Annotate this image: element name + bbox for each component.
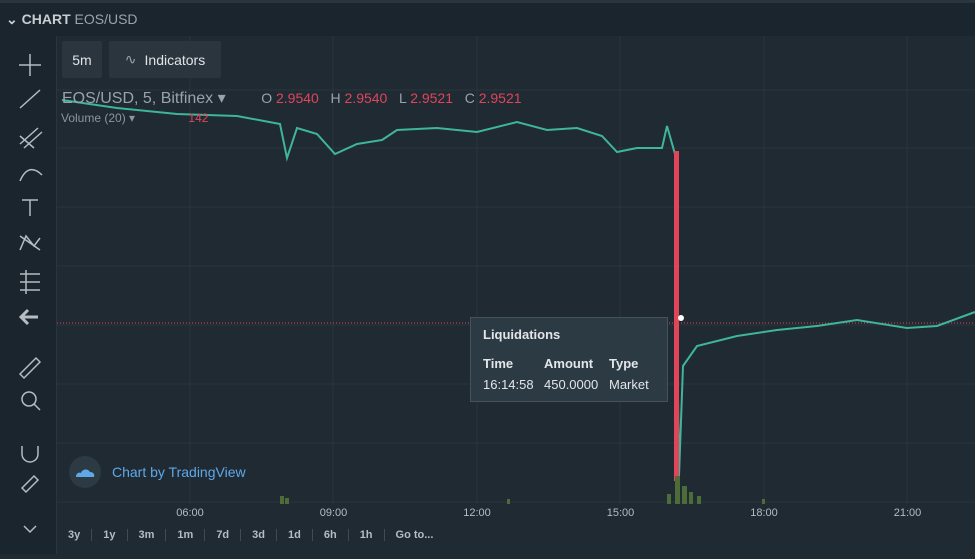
range-button[interactable]: 1d [277,529,313,541]
label: H [330,90,341,106]
header-title[interactable]: ⌄ CHART EOS/USD [6,11,138,27]
value: 2.9521 [410,90,454,106]
range-button[interactable]: 3d [241,529,277,541]
volume-bars [280,476,765,504]
logo [69,456,101,488]
chart-canvas: 06:00 09:00 12:00 15:00 18:00 21:00 [57,36,975,519]
col: Amount [544,356,594,371]
legend: EOS/USD, 5, Bitfinex ▾ O 2.9540 H 2.9540… [62,90,522,107]
time-label: 06:00 [176,507,204,519]
time-label: 18:00 [750,507,778,519]
interval: 5m [72,51,92,68]
header: ⌄ CHART EOS/USD [0,0,975,36]
volume-label: Volume (20) [61,111,126,125]
time-label: 15:00 [607,507,635,519]
value: 2.9540 [276,90,319,106]
tool-icons[interactable] [0,36,56,554]
interval-button[interactable]: 5m [62,41,102,78]
symbol: EOS/USD [74,11,138,27]
label: C [464,90,475,106]
price-trace [61,99,975,477]
indicators-button[interactable]: ∿ Indicators [109,41,221,78]
drawing-toolbar [0,36,57,554]
watermark-text: Chart by TradingView [112,464,246,480]
range-button[interactable]: 3m [128,529,167,541]
range-button[interactable]: 3y [57,529,93,541]
big-candle [674,151,679,481]
time-axis: 06:00 09:00 12:00 15:00 18:00 21:00 [176,507,921,519]
label: O [261,90,273,106]
col: Time [483,356,514,371]
title: CHART [21,11,71,27]
cell: Market [609,377,649,392]
range-button[interactable]: 1m [166,529,206,541]
time-label: 12:00 [463,507,491,519]
range-button[interactable]: Go to... [395,529,434,541]
time-label: 21:00 [894,507,922,519]
label: L [399,90,407,106]
legend-symbol: EOS/USD, 5, Bitfinex [62,90,214,107]
volume-legend: Volume (20) ▾ 142 [61,111,209,125]
range-button[interactable]: 6h [313,529,349,541]
tooltip-title: Liquidations [483,327,561,342]
range-button[interactable]: 7d [205,529,242,541]
col: Type [609,356,639,371]
tooltip: Liquidations Time Amount Type 16:14:58 4… [470,317,668,402]
value: 2.9540 [344,90,388,106]
range-button[interactable]: 1y [92,529,128,541]
indicators: Indicators [144,51,206,68]
cell: 450.0000 [544,377,599,392]
time-label: 09:00 [320,507,348,519]
watermark[interactable]: Chart by TradingView [69,456,246,488]
range-button[interactable]: 1h [349,529,385,541]
volume-value: 142 [188,111,209,125]
value: 2.9521 [478,90,522,106]
range-bar: 3y 1y 3m 1m 7d 3d 1d 6h 1h Go to... [57,520,975,554]
cell: 16:14:58 [483,377,534,392]
marker [678,315,684,321]
